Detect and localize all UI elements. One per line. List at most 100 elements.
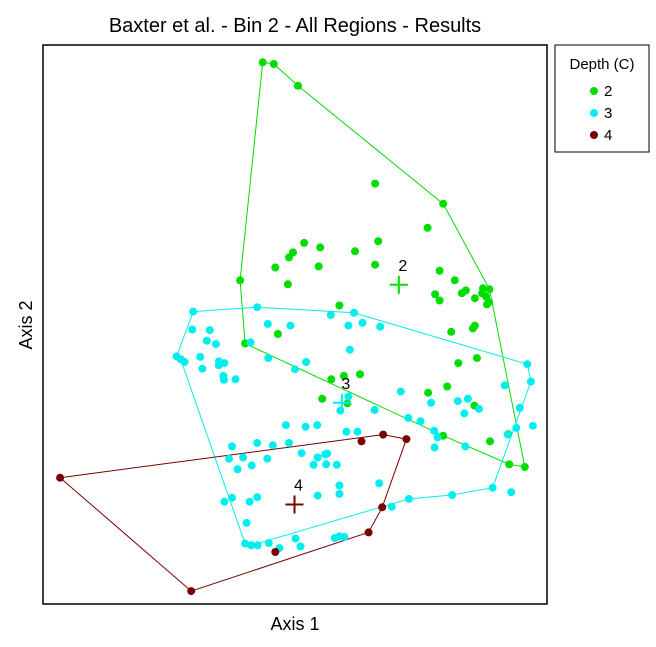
point-series-2-36 xyxy=(327,375,336,384)
point-series-3-65 xyxy=(335,481,344,490)
point-series-2-33 xyxy=(443,382,452,391)
legend-items: 2 3 4 xyxy=(590,83,612,144)
point-series-3-16 xyxy=(345,345,354,354)
point-series-3-72 xyxy=(225,454,233,463)
point-series-2-8 xyxy=(351,247,359,256)
point-series-3-1 xyxy=(188,325,197,334)
point-series-3-30 xyxy=(427,398,436,407)
point-series-2-48 xyxy=(339,371,348,380)
point-series-2-30 xyxy=(285,253,293,262)
point-series-3-91 xyxy=(198,364,207,373)
point-series-2-39 xyxy=(505,460,514,469)
point-series-2-19 xyxy=(485,285,494,294)
point-series-3-41 xyxy=(512,423,521,432)
point-series-3-33 xyxy=(463,394,472,403)
point-series-3-73 xyxy=(220,497,229,506)
point-series-2-28 xyxy=(468,324,477,333)
point-series-3-46 xyxy=(507,488,516,497)
point-series-3-32 xyxy=(453,397,462,406)
point-series-3-52 xyxy=(313,453,322,462)
legend-item-3: 3 xyxy=(590,105,612,122)
point-series-3-95 xyxy=(332,460,341,469)
point-series-3-8 xyxy=(246,338,255,347)
point-series-2-41 xyxy=(486,437,494,446)
point-series-2-11 xyxy=(271,263,280,272)
point-series-3-59 xyxy=(253,439,262,447)
point-series-3-37 xyxy=(523,360,532,369)
point-series-2-34 xyxy=(447,327,456,336)
point-series-3-34 xyxy=(460,409,469,418)
legend-label-4: 4 xyxy=(604,127,612,144)
legend-marker-3 xyxy=(590,109,598,117)
point-series-3-28 xyxy=(404,413,413,422)
point-series-2-2 xyxy=(294,81,302,90)
point-series-3-68 xyxy=(253,493,262,502)
point-series-2-31 xyxy=(335,301,344,310)
legend-marker-4 xyxy=(590,131,598,139)
point-series-3-21 xyxy=(302,358,311,366)
legend-label-2: 2 xyxy=(604,83,612,100)
point-series-4-0 xyxy=(56,473,65,482)
point-series-3-81 xyxy=(330,534,339,542)
legend-title: Depth (C) xyxy=(569,56,634,73)
point-series-2-35 xyxy=(472,354,481,362)
point-series-2-26 xyxy=(483,300,491,309)
point-series-3-58 xyxy=(268,441,277,450)
point-series-3-29 xyxy=(416,417,425,426)
point-series-3-49 xyxy=(387,502,396,511)
point-series-3-4 xyxy=(202,336,211,345)
point-series-3-76 xyxy=(241,539,250,548)
centroid-series-4: 4 xyxy=(285,477,304,514)
point-series-3-36 xyxy=(500,381,509,390)
centroid-label-4: 4 xyxy=(294,477,303,494)
point-series-2-0 xyxy=(258,58,267,67)
point-series-4-5 xyxy=(402,435,411,444)
point-series-3-44 xyxy=(430,443,439,452)
point-series-3-82 xyxy=(340,532,349,541)
point-series-3-18 xyxy=(376,322,385,331)
point-series-3-93 xyxy=(309,460,318,469)
point-series-3-71 xyxy=(233,465,242,474)
point-series-2-9 xyxy=(300,238,309,247)
point-series-3-43 xyxy=(433,433,442,442)
point-series-3-47 xyxy=(488,483,497,492)
point-series-2-21 xyxy=(457,289,466,298)
point-series-3-54 xyxy=(301,422,310,431)
point-series-4-1 xyxy=(187,587,196,596)
point-series-2-4 xyxy=(439,199,448,208)
point-series-2-45 xyxy=(273,330,282,338)
point-series-2-20 xyxy=(479,284,487,293)
point-series-2-13 xyxy=(371,260,380,269)
point-series-2-1 xyxy=(269,60,278,68)
point-series-3-39 xyxy=(515,403,524,412)
point-series-2-12 xyxy=(314,262,323,271)
legend-box xyxy=(554,44,650,153)
point-series-3-15 xyxy=(344,321,353,330)
point-series-3-3 xyxy=(211,340,220,349)
point-series-3-14 xyxy=(350,308,358,317)
point-series-2-25 xyxy=(431,290,440,299)
point-series-2-37 xyxy=(356,370,364,379)
point-series-3-10 xyxy=(231,375,240,384)
point-series-3-23 xyxy=(336,406,345,415)
point-series-3-83 xyxy=(375,479,384,488)
centroid-series-2: 2 xyxy=(389,258,408,294)
point-series-3-63 xyxy=(263,454,272,463)
point-series-3-27 xyxy=(396,387,405,396)
point-series-3-24 xyxy=(342,427,351,436)
point-series-3-12 xyxy=(286,321,295,330)
point-series-3-50 xyxy=(404,494,413,503)
centroid-label-2: 2 xyxy=(398,258,407,275)
point-series-2-32 xyxy=(283,280,292,289)
point-series-3-25 xyxy=(353,427,362,436)
point-series-2-49 xyxy=(424,388,433,397)
point-series-2-43 xyxy=(520,463,529,471)
point-series-4-4 xyxy=(378,503,387,512)
point-series-2-7 xyxy=(316,243,325,252)
point-series-3-26 xyxy=(370,406,379,414)
point-series-3-19 xyxy=(264,354,273,362)
point-series-3-86 xyxy=(247,541,256,550)
y-axis-label: Axis 2 xyxy=(16,300,36,349)
point-series-3-0 xyxy=(253,303,262,312)
